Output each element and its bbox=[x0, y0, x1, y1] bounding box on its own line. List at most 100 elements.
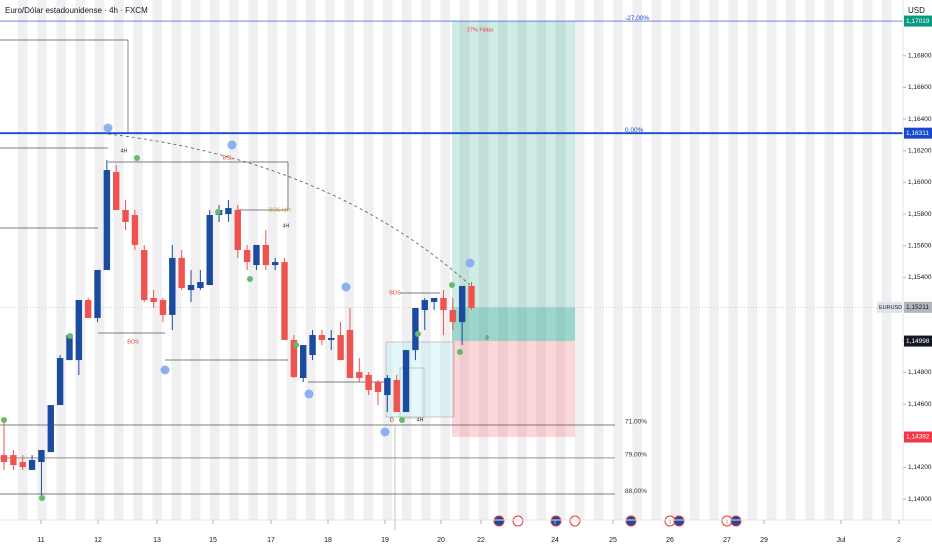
x-tick-label: 24 bbox=[551, 537, 559, 544]
stripe bbox=[805, 0, 815, 520]
stripe bbox=[94, 0, 105, 520]
event-icon bbox=[550, 515, 562, 527]
event-icon bbox=[730, 515, 742, 527]
candle-body bbox=[468, 285, 475, 308]
x-tick-label: 17 bbox=[267, 537, 275, 544]
candle-body bbox=[75, 300, 83, 361]
candle-body bbox=[131, 215, 139, 245]
x-tick-label: 26 bbox=[666, 537, 674, 544]
annotation: 4H bbox=[416, 417, 423, 423]
swing-marker bbox=[103, 123, 113, 133]
candle-body bbox=[253, 244, 260, 266]
x-tick-label: 2 bbox=[897, 537, 901, 544]
stripe bbox=[517, 0, 527, 520]
candle-body bbox=[56, 358, 64, 406]
annotation: 4H bbox=[120, 148, 127, 154]
event-icon bbox=[512, 515, 524, 527]
currency: USD bbox=[908, 6, 925, 15]
stripe bbox=[747, 0, 758, 520]
candle-body bbox=[365, 374, 372, 390]
x-tick-label: 12 bbox=[94, 537, 102, 544]
y-tick-label: 1,16600 bbox=[908, 84, 932, 91]
fib-label: 0,00% bbox=[625, 127, 644, 134]
candle-body bbox=[374, 382, 382, 393]
candle-body bbox=[309, 335, 316, 356]
stripe bbox=[114, 0, 124, 520]
y-tick-label: 1,14200 bbox=[908, 464, 932, 471]
stripe bbox=[210, 0, 220, 520]
swing-marker bbox=[247, 276, 253, 282]
stripe bbox=[190, 0, 201, 520]
swing-marker bbox=[341, 282, 351, 292]
price-tag bbox=[904, 431, 932, 443]
x-tick-label: 19 bbox=[381, 537, 389, 544]
swing-marker bbox=[399, 417, 405, 423]
swing-marker bbox=[67, 333, 73, 339]
price-tag bbox=[904, 15, 932, 27]
stripe bbox=[133, 0, 143, 520]
swing-marker bbox=[227, 140, 237, 150]
stripe bbox=[267, 0, 278, 520]
swing-marker bbox=[380, 427, 390, 437]
candle-body bbox=[141, 250, 148, 301]
y-tick-label: 1,16400 bbox=[908, 116, 932, 123]
stripe bbox=[229, 0, 239, 520]
candle-body bbox=[346, 329, 354, 378]
stripe bbox=[536, 0, 546, 520]
candle-body bbox=[300, 345, 307, 378]
y-tick-label: 1,14600 bbox=[908, 401, 932, 408]
event-icon bbox=[569, 515, 581, 527]
stripe bbox=[402, 0, 412, 520]
annotation: 0 bbox=[485, 335, 488, 341]
stripe bbox=[555, 0, 566, 520]
y-tick-label: 1,15400 bbox=[908, 274, 932, 281]
candle-body bbox=[449, 310, 457, 323]
annotation: BOS bbox=[127, 339, 139, 345]
candle-body bbox=[262, 244, 270, 266]
price-tag-label: 1,17019 bbox=[906, 18, 930, 25]
stripe bbox=[440, 0, 450, 520]
annotation: BOS bbox=[389, 290, 401, 296]
fib-label: 71,00% bbox=[625, 419, 647, 426]
candle-body bbox=[384, 377, 391, 396]
event-icon bbox=[625, 515, 637, 527]
annotation: BOS Idm bbox=[269, 207, 292, 213]
session-stripes bbox=[18, 0, 892, 520]
candle-body bbox=[47, 405, 54, 453]
candle-body bbox=[402, 350, 410, 413]
candle-body bbox=[393, 380, 400, 413]
annotation: 27% Fibbo bbox=[467, 27, 493, 33]
stripe bbox=[574, 0, 585, 520]
fib-label: 79,00% bbox=[625, 452, 647, 459]
stripe bbox=[306, 0, 316, 520]
stripe bbox=[18, 0, 28, 520]
stripe bbox=[382, 0, 393, 520]
stripe bbox=[786, 0, 796, 520]
stripe bbox=[498, 0, 508, 520]
candle-body bbox=[225, 208, 232, 215]
candle-body bbox=[19, 462, 26, 468]
swing-marker bbox=[1, 417, 7, 423]
candle-body bbox=[10, 455, 17, 466]
swing-marker bbox=[293, 342, 299, 348]
candle-body bbox=[28, 459, 36, 470]
swing-marker bbox=[160, 365, 170, 375]
candle-body bbox=[328, 338, 335, 340]
candle-body bbox=[103, 170, 111, 270]
stripe bbox=[37, 0, 47, 520]
stripe bbox=[286, 0, 297, 520]
event-icon bbox=[673, 515, 685, 527]
swing-marker bbox=[39, 495, 45, 501]
open-profit bbox=[452, 307, 575, 342]
stripe bbox=[594, 0, 604, 520]
symbol-tag bbox=[877, 301, 902, 313]
swing-marker bbox=[415, 331, 421, 337]
candle-body bbox=[430, 298, 438, 302]
annotation: 4H bbox=[282, 223, 289, 229]
x-tick-label: 20 bbox=[437, 537, 445, 544]
annotation: BSL bbox=[223, 155, 233, 161]
plot: -27,00% 0,00% 71,00% 79,00% 88,00% 27% Fibbo B… bbox=[0, 15, 903, 530]
candle-body bbox=[337, 335, 344, 361]
candle-body bbox=[94, 269, 101, 318]
